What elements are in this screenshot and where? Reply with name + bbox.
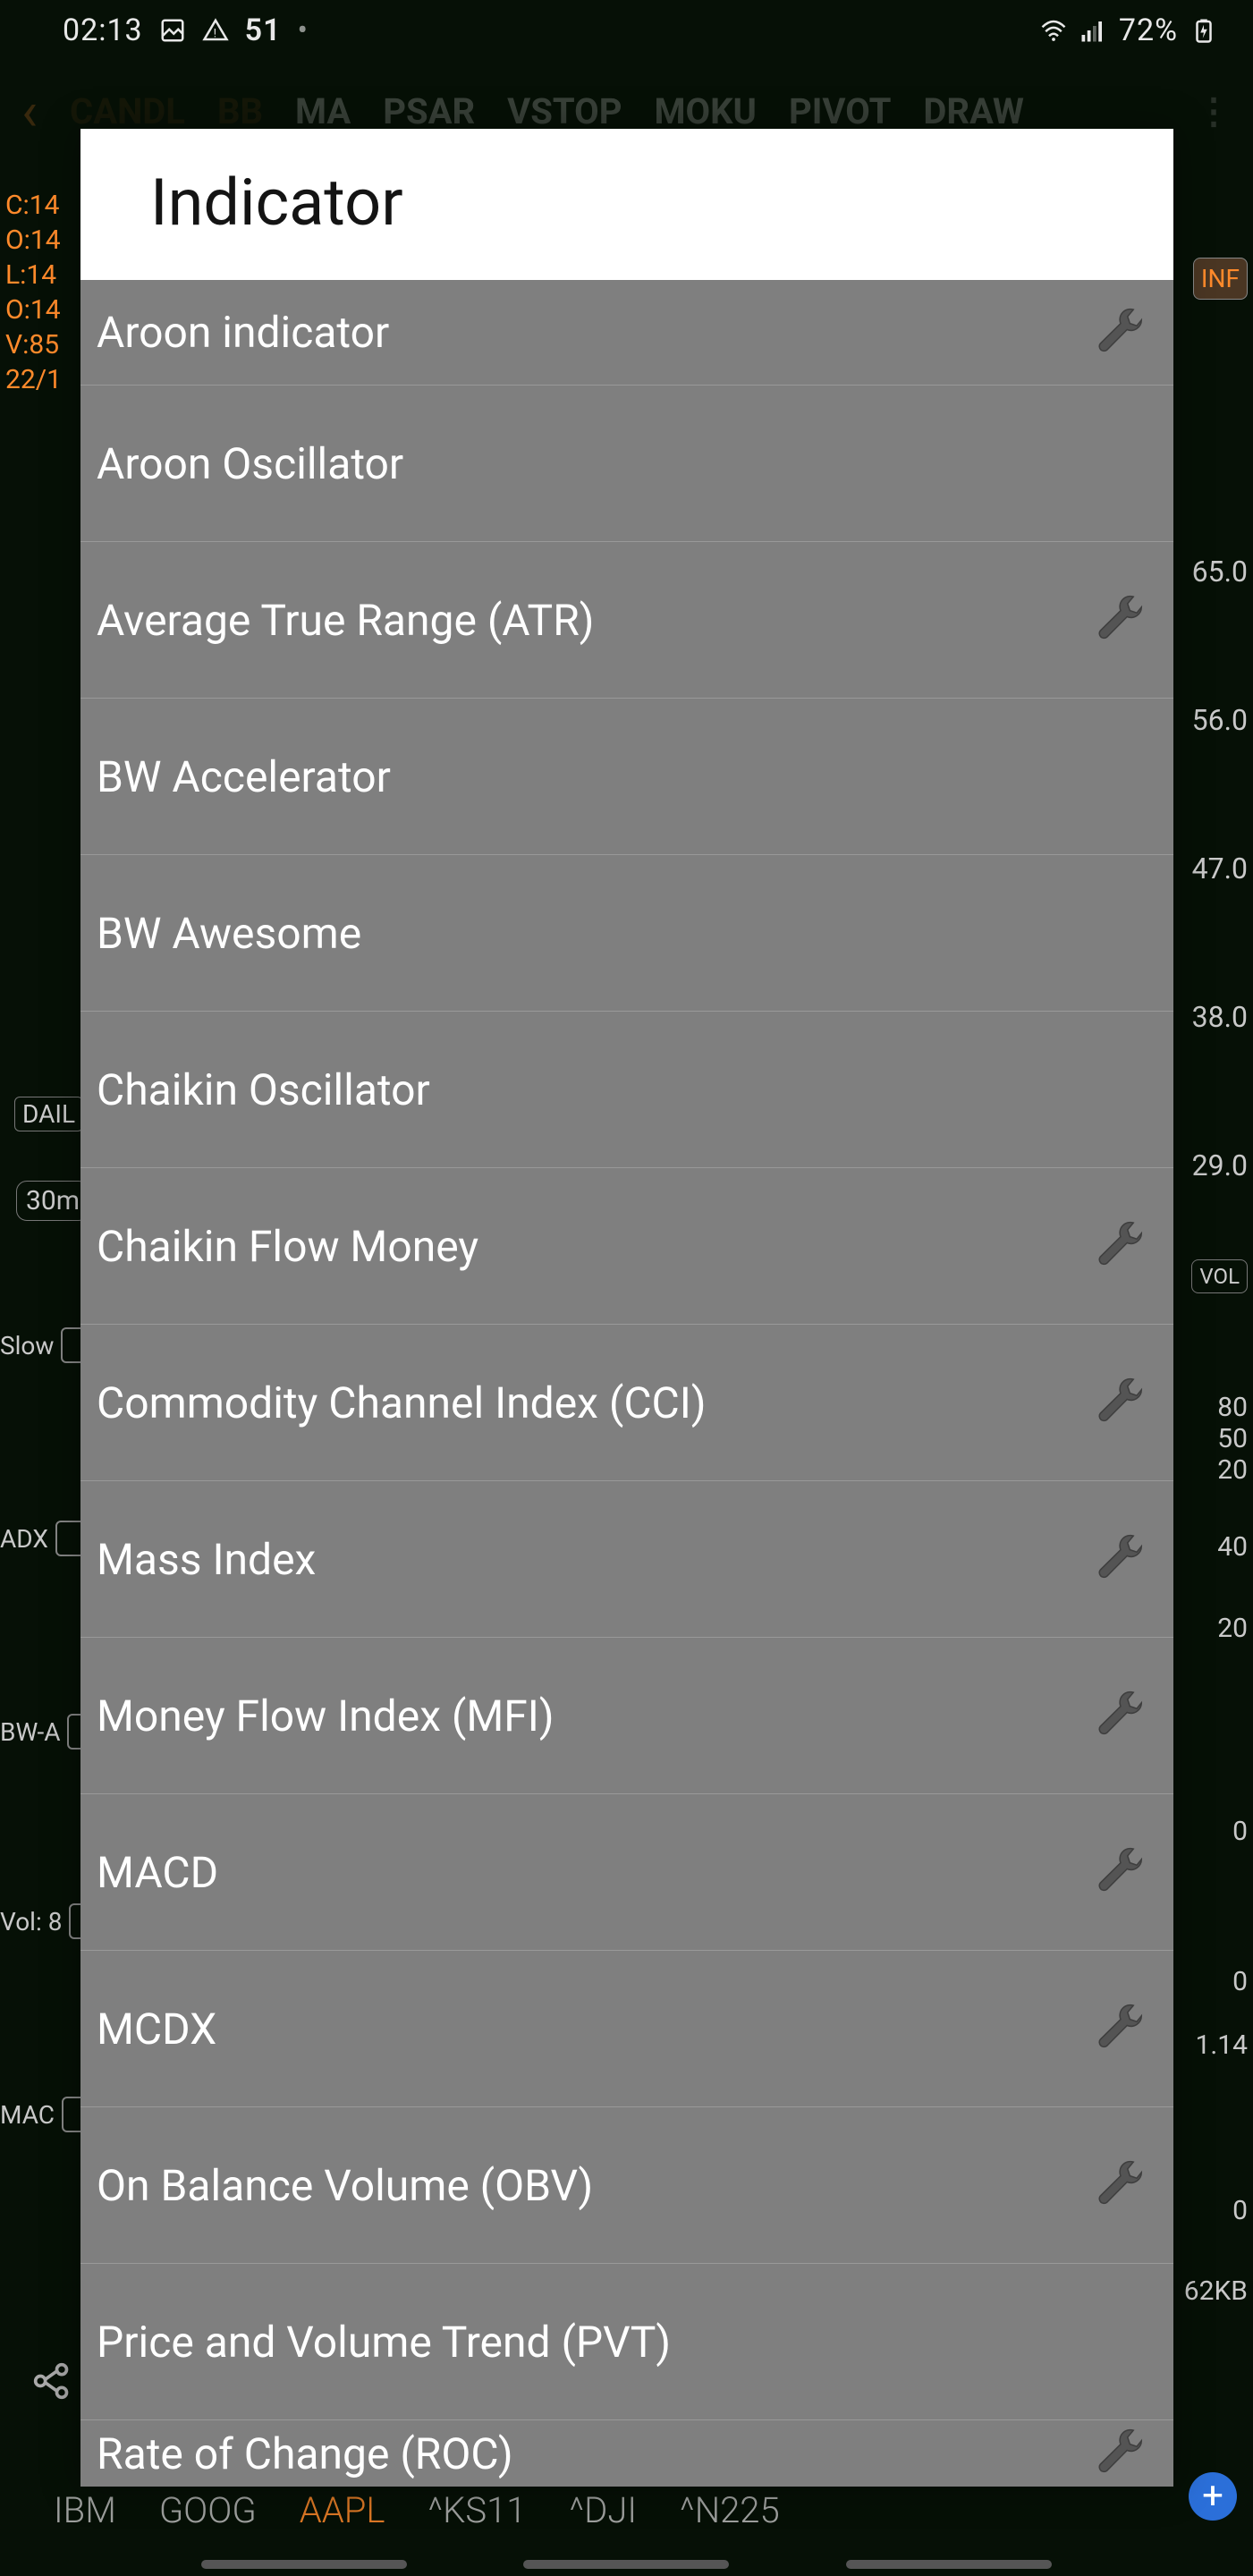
- indicator-item[interactable]: Commodity Channel Index (CCI): [80, 1325, 1173, 1481]
- indicator-label: Aroon indicator: [97, 307, 389, 358]
- indicator-item[interactable]: Rate of Change (ROC): [80, 2420, 1173, 2487]
- indicator-item[interactable]: BW Accelerator: [80, 699, 1173, 855]
- indicator-item[interactable]: Mass Index: [80, 1481, 1173, 1638]
- kebab-icon[interactable]: ⋮: [1196, 90, 1232, 132]
- ticker[interactable]: ^DJI: [569, 2489, 637, 2531]
- indicator-item[interactable]: MACD: [80, 1794, 1173, 1951]
- indicator-label: MCDX: [97, 2004, 216, 2055]
- indicator-item[interactable]: Average True Range (ATR): [80, 542, 1173, 699]
- wrench-icon[interactable]: [1093, 2157, 1148, 2213]
- wrench-icon[interactable]: [1093, 1844, 1148, 1900]
- indicator-item[interactable]: Money Flow Index (MFI): [80, 1638, 1173, 1794]
- indicator-modal: Indicator Aroon indicator Aroon Oscillat…: [80, 129, 1173, 2487]
- add-fab[interactable]: +: [1189, 2472, 1237, 2521]
- triangle-warn-icon: !: [202, 17, 229, 44]
- kb-size-label: 62KB: [1184, 2275, 1248, 2307]
- status-battery-pct: 72%: [1119, 13, 1178, 48]
- indicator-label: MACD: [97, 1847, 218, 1898]
- indicator-label: Price and Volume Trend (PVT): [97, 2317, 671, 2368]
- modal-header: Indicator: [80, 129, 1173, 280]
- ticker[interactable]: ^KS11: [428, 2489, 526, 2531]
- status-time: 02:13: [63, 13, 143, 48]
- indicator-item[interactable]: Aroon indicator: [80, 280, 1173, 386]
- indicator-label: On Balance Volume (OBV): [97, 2160, 593, 2211]
- ticker[interactable]: IBM: [54, 2489, 116, 2531]
- wrench-icon[interactable]: [1093, 305, 1148, 360]
- indicator-item[interactable]: Price and Volume Trend (PVT): [80, 2264, 1173, 2420]
- indicator-item[interactable]: Chaikin Flow Money: [80, 1168, 1173, 1325]
- status-notif-count: 51: [245, 13, 282, 48]
- plus-icon: +: [1202, 2478, 1223, 2515]
- indicator-item[interactable]: Chaikin Oscillator: [80, 1012, 1173, 1168]
- back-chevron-icon[interactable]: ‹: [21, 80, 38, 143]
- indicator-label: Money Flow Index (MFI): [97, 1690, 555, 1741]
- wrench-icon[interactable]: [1093, 2001, 1148, 2056]
- status-dot: •: [298, 13, 309, 48]
- bwa-axis: 0: [1232, 1816, 1248, 1847]
- indicator-label: Mass Index: [97, 1534, 316, 1585]
- ticker[interactable]: ^N225: [680, 2489, 780, 2531]
- wrench-icon[interactable]: [1093, 1531, 1148, 1587]
- gesture-nav-bar: [0, 2560, 1253, 2569]
- image-icon: [159, 17, 186, 44]
- battery-charging-icon: [1190, 17, 1217, 44]
- ohlc-readout: C:14 O:14 L:14 O:14 V:85 22/1: [5, 188, 62, 397]
- mac-axis: 0: [1232, 2195, 1248, 2226]
- indicator-label: BW Accelerator: [97, 751, 391, 802]
- svg-text:!: !: [213, 28, 216, 41]
- daily-badge[interactable]: DAIL: [14, 1097, 83, 1131]
- vol8-axis: 0 1.14: [1196, 1966, 1249, 2061]
- ticker-strip: IBM GOOG AAPL ^KS11 ^DJI ^N225: [0, 2489, 1253, 2531]
- status-bar: 02:13 ! 51 • 72%: [0, 0, 1253, 61]
- indicator-list[interactable]: Aroon indicator Aroon Oscillator Average …: [80, 280, 1173, 2487]
- indicator-item[interactable]: Aroon Oscillator: [80, 386, 1173, 542]
- slow-axis: 80 50 20: [1217, 1392, 1248, 1486]
- wrench-icon[interactable]: [1093, 1375, 1148, 1430]
- ticker-active[interactable]: AAPL: [300, 2489, 385, 2531]
- inf-badge[interactable]: INF: [1193, 258, 1248, 300]
- ticker[interactable]: GOOG: [159, 2489, 257, 2531]
- wrench-icon[interactable]: [1093, 1218, 1148, 1274]
- wrench-icon[interactable]: [1093, 592, 1148, 648]
- indicator-label: Aroon Oscillator: [97, 438, 403, 489]
- indicator-item[interactable]: BW Awesome: [80, 855, 1173, 1012]
- timeframe-badge[interactable]: 30m: [16, 1181, 89, 1221]
- wrench-icon[interactable]: [1093, 1688, 1148, 1743]
- wrench-icon[interactable]: [1093, 2426, 1148, 2481]
- adx-axis: 40 20: [1217, 1531, 1248, 1644]
- indicator-label: BW Awesome: [97, 908, 361, 959]
- wifi-icon: [1040, 17, 1067, 44]
- share-network-icon[interactable]: [32, 2361, 72, 2401]
- indicator-label: Chaikin Oscillator: [97, 1064, 430, 1115]
- indicator-label: Rate of Change (ROC): [97, 2428, 513, 2479]
- indicator-label: Average True Range (ATR): [97, 595, 594, 646]
- indicator-item[interactable]: On Balance Volume (OBV): [80, 2107, 1173, 2264]
- modal-title: Indicator: [150, 165, 1104, 241]
- indicator-item[interactable]: MCDX: [80, 1951, 1173, 2107]
- price-axis: 65.0 56.0 47.0 38.0 29.0: [1192, 555, 1248, 1182]
- indicator-label: Commodity Channel Index (CCI): [97, 1377, 707, 1428]
- signal-icon: [1079, 17, 1106, 44]
- indicator-label: Chaikin Flow Money: [97, 1221, 478, 1272]
- vol-badge[interactable]: VOL: [1191, 1259, 1248, 1293]
